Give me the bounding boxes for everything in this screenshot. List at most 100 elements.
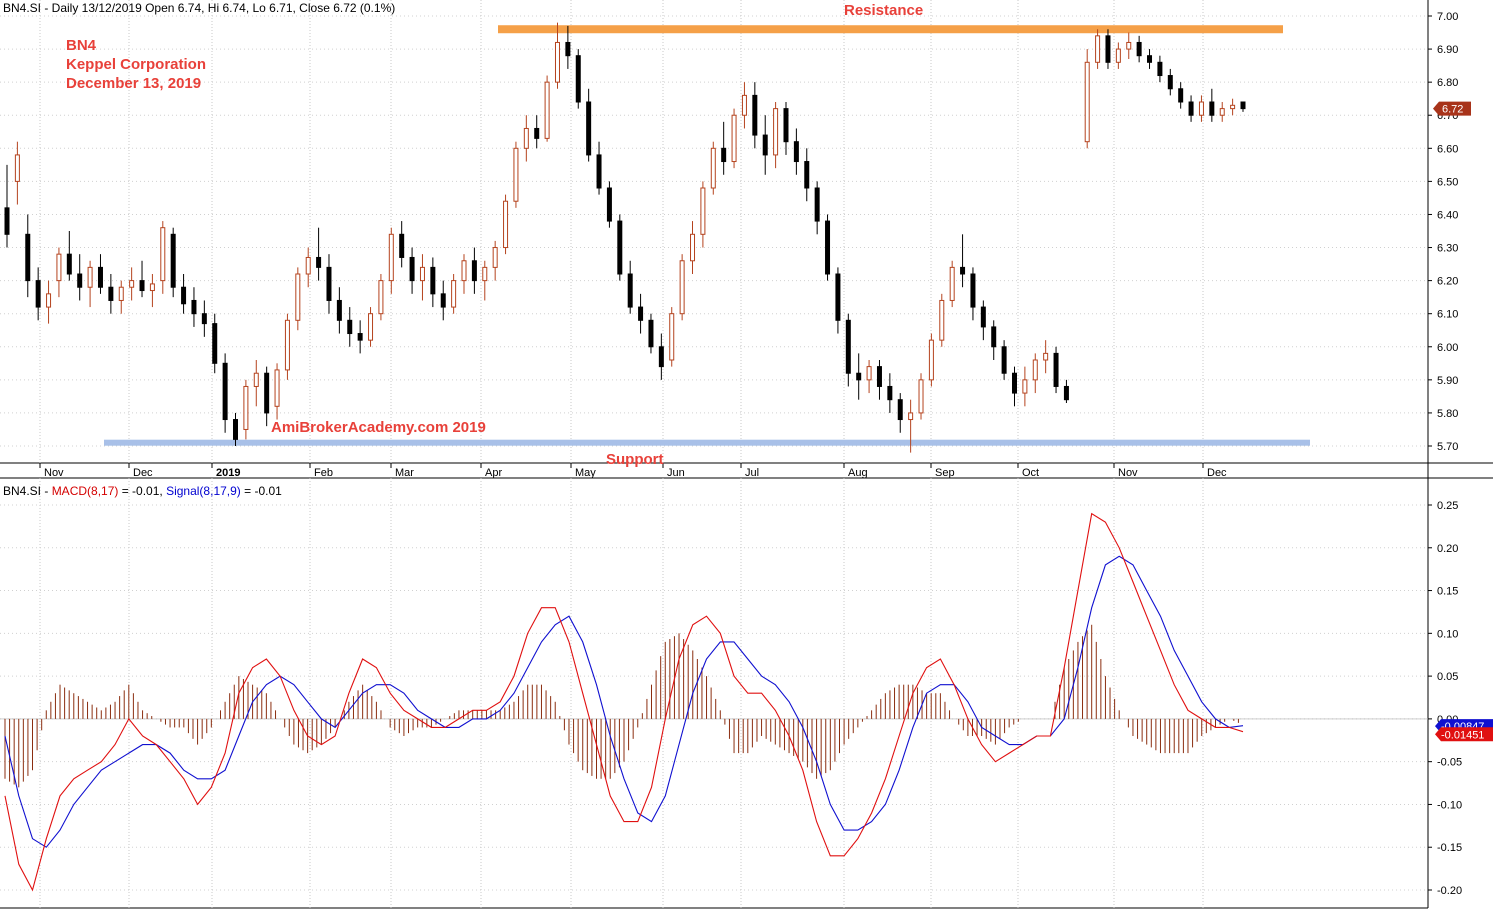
candle-body <box>1126 41 1132 50</box>
candle-body <box>378 280 384 315</box>
candle-body <box>451 280 457 308</box>
candle-body <box>347 319 353 335</box>
watermark-text: AmiBrokerAcademy.com 2019 <box>271 419 486 436</box>
candle-body <box>1136 41 1142 57</box>
price-tick-label: 6.90 <box>1437 44 1458 56</box>
candle-body <box>1022 379 1028 394</box>
macd-tick-label: 0.15 <box>1437 586 1458 598</box>
candle-body <box>1105 35 1111 63</box>
company-date: December 13, 2019 <box>66 75 202 92</box>
candle-body <box>201 313 207 325</box>
month-label: Dec <box>1207 467 1227 479</box>
candle-body <box>97 266 103 288</box>
month-label: Jul <box>745 467 759 479</box>
candle-body <box>606 187 612 222</box>
candle-body <box>284 319 290 371</box>
candle-body <box>741 94 747 116</box>
price-tick-label: 6.20 <box>1437 276 1458 288</box>
macd-tick-label: -0.15 <box>1437 842 1462 854</box>
price-tick-label: 5.80 <box>1437 408 1458 420</box>
candle-body <box>1084 61 1090 143</box>
candle-body <box>482 266 488 282</box>
candle-body <box>492 247 498 268</box>
candle-body <box>669 313 675 361</box>
candle-body <box>960 266 966 275</box>
month-label: 2019 <box>216 467 240 479</box>
month-label: Mar <box>395 467 414 479</box>
price-tick-label: 6.60 <box>1437 143 1458 155</box>
last-price-label: 6.72 <box>1442 104 1463 116</box>
macd-header-value: = -0.01, <box>118 484 167 498</box>
candle-body <box>1157 61 1163 77</box>
candle-body <box>25 233 31 282</box>
candle-body <box>295 273 301 321</box>
candle-body <box>690 233 696 262</box>
candle-body <box>897 399 903 421</box>
macd-last-marker <box>1435 727 1493 742</box>
candle-body <box>430 266 436 295</box>
candle-body <box>399 233 405 258</box>
support-band <box>104 439 1310 446</box>
candle-body <box>1198 101 1204 116</box>
candle-body <box>1230 104 1236 110</box>
macd-panel-header: BN4.SI - MACD(8,17) = -0.01, Signal(8,17… <box>3 484 282 498</box>
month-label: Aug <box>848 467 868 479</box>
month-label: Jun <box>667 467 685 479</box>
candle-body <box>1219 108 1225 116</box>
candle-body <box>35 280 41 308</box>
price-tick-label: 6.10 <box>1437 309 1458 321</box>
month-label: Feb <box>314 467 333 479</box>
candle-body <box>66 253 72 275</box>
candle-body <box>170 233 176 288</box>
candle-body <box>658 346 664 368</box>
candle-body <box>544 81 550 139</box>
candle-body <box>783 108 789 143</box>
month-label: Sep <box>935 467 955 479</box>
candle-body <box>253 372 259 387</box>
month-label: Apr <box>485 467 502 479</box>
candle-body <box>970 273 976 308</box>
candle-body <box>918 379 924 414</box>
month-label: Dec <box>133 467 153 479</box>
candle-body <box>565 41 571 57</box>
candle-body <box>305 256 311 275</box>
candle-body <box>638 306 644 321</box>
month-label: Nov <box>44 467 64 479</box>
macd-header-prefix: BN4.SI - <box>3 484 52 498</box>
candle-body <box>835 273 841 321</box>
candle-body <box>586 101 592 156</box>
candle-body <box>4 207 10 235</box>
candle-body <box>440 293 446 308</box>
candle-body <box>523 127 529 149</box>
candle-body <box>1001 346 1007 374</box>
candle-body <box>274 369 280 407</box>
candle-body <box>856 372 862 381</box>
candle-body <box>461 260 467 282</box>
price-tick-label: 6.50 <box>1437 176 1458 188</box>
last-price-marker <box>1433 101 1471 116</box>
signal-header-label: Signal(8,17,9) <box>166 484 241 498</box>
candle-body <box>710 147 716 189</box>
candle-body <box>534 127 540 139</box>
candle-body <box>1063 385 1069 401</box>
macd-tick-label: -0.10 <box>1437 799 1462 811</box>
candle-body <box>108 286 114 301</box>
candle-body <box>316 256 322 268</box>
candle-body <box>876 366 882 387</box>
candle-body <box>648 319 654 348</box>
candle-body <box>617 220 623 275</box>
price-tick-label: 6.30 <box>1437 243 1458 255</box>
candle-body <box>700 187 706 235</box>
month-label: Nov <box>1118 467 1138 479</box>
candle-body <box>336 299 342 321</box>
candle-body <box>814 187 820 222</box>
candle-body <box>409 256 415 282</box>
candle-body <box>14 154 20 182</box>
price-tick-label: 6.80 <box>1437 77 1458 89</box>
candle-body <box>513 147 519 202</box>
candle-body <box>1188 101 1194 116</box>
price-tick-label: 6.40 <box>1437 209 1458 221</box>
macd-last-label: -0.01451 <box>1441 729 1484 741</box>
candle-body <box>845 319 851 374</box>
